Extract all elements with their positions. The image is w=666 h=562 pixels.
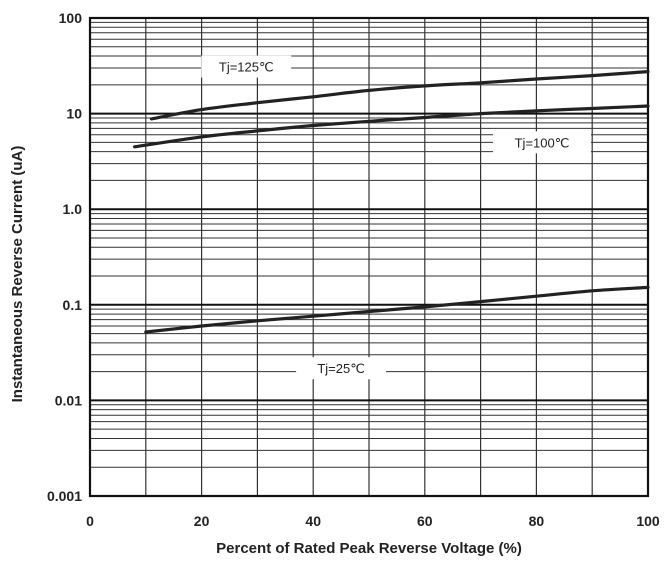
series-label-tj25: Tj=25℃ — [317, 361, 364, 376]
x-tick-label: 40 — [305, 513, 321, 529]
y-tick-label: 100 — [59, 10, 83, 26]
x-tick-label: 60 — [417, 513, 433, 529]
x-tick-label: 0 — [86, 513, 94, 529]
series-line-tj25 — [144, 285, 650, 334]
plot-border — [88, 16, 650, 498]
series-layer — [133, 70, 650, 334]
y-tick-label: 0.001 — [47, 488, 82, 504]
series-line-tj125 — [149, 70, 650, 121]
series-line-tj100 — [133, 104, 650, 149]
series-label-background — [492, 131, 591, 154]
tick-label-layer: 0 20 40 60 80 100 0.001 0.01 0.1 1.0 10 100 — [47, 10, 660, 529]
y-axis-title: Instantaneous Reverse Current (uA) — [9, 146, 26, 403]
series-label-layer: Tj=125℃ Tj=100℃ Tj=25℃ — [201, 55, 591, 380]
x-axis-title: Percent of Rated Peak Reverse Voltage (%… — [216, 540, 522, 557]
plot-frame — [88, 16, 650, 498]
series-label-tj100: Tj=100℃ — [515, 135, 570, 150]
series-label-tj125: Tj=125℃ — [219, 60, 274, 75]
y-tick-label: 0.01 — [55, 392, 82, 408]
series-label-background — [201, 55, 292, 78]
y-tick-label: 0.1 — [63, 297, 83, 313]
x-tick-label: 80 — [529, 513, 545, 529]
y-tick-label: 10 — [66, 106, 82, 122]
series-label-background — [296, 357, 387, 380]
x-tick-label: 20 — [194, 513, 210, 529]
x-tick-label: 100 — [636, 513, 660, 529]
y-tick-label: 1.0 — [63, 201, 83, 217]
